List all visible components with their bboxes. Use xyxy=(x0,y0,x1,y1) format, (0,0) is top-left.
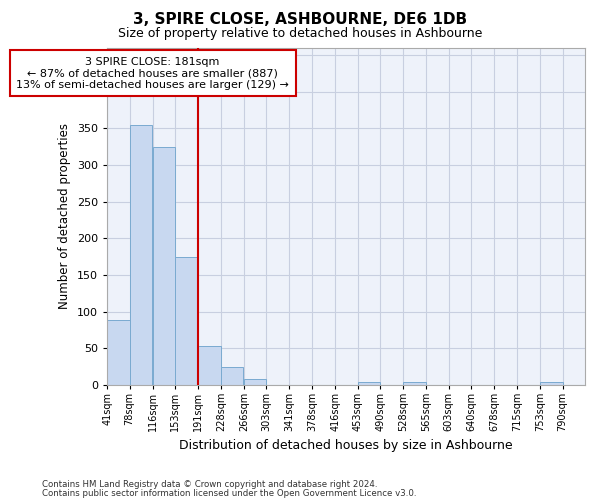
Bar xyxy=(358,382,380,385)
Bar xyxy=(152,147,175,385)
Text: 3, SPIRE CLOSE, ASHBOURNE, DE6 1DB: 3, SPIRE CLOSE, ASHBOURNE, DE6 1DB xyxy=(133,12,467,28)
Bar xyxy=(198,346,221,385)
Bar xyxy=(221,366,243,385)
Bar xyxy=(244,379,266,385)
Bar xyxy=(403,382,425,385)
Bar xyxy=(175,256,197,385)
Text: 3 SPIRE CLOSE: 181sqm
← 87% of detached houses are smaller (887)
13% of semi-det: 3 SPIRE CLOSE: 181sqm ← 87% of detached … xyxy=(16,56,289,90)
Y-axis label: Number of detached properties: Number of detached properties xyxy=(58,123,71,309)
Text: Contains public sector information licensed under the Open Government Licence v3: Contains public sector information licen… xyxy=(42,489,416,498)
Text: Size of property relative to detached houses in Ashbourne: Size of property relative to detached ho… xyxy=(118,28,482,40)
X-axis label: Distribution of detached houses by size in Ashbourne: Distribution of detached houses by size … xyxy=(179,440,513,452)
Bar xyxy=(107,320,130,385)
Text: Contains HM Land Registry data © Crown copyright and database right 2024.: Contains HM Land Registry data © Crown c… xyxy=(42,480,377,489)
Bar xyxy=(540,382,563,385)
Bar xyxy=(130,125,152,385)
